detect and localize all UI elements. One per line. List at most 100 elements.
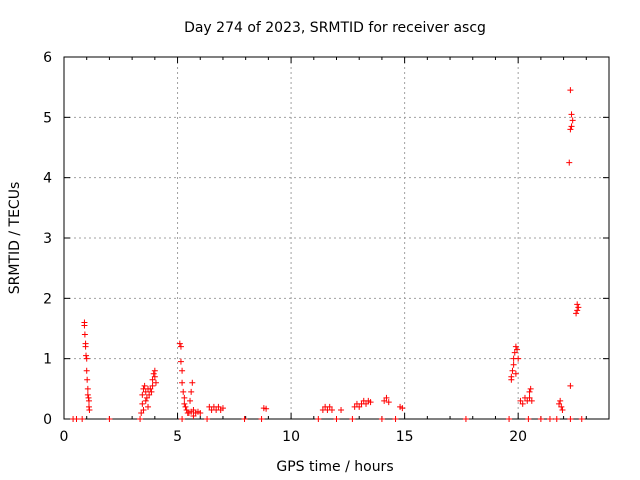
data-point [204,416,211,422]
data-point [179,379,186,386]
data-point [506,416,513,422]
data-point [574,307,581,314]
y-tick-label: 3 [43,231,52,247]
data-point [573,310,580,317]
x-tick-label: 10 [282,429,300,445]
data-point [73,416,80,422]
data-point [86,406,93,413]
data-point [106,416,113,422]
data-point [349,416,356,422]
y-tick-label: 5 [43,110,52,126]
data-point [188,388,195,395]
chart-title: Day 274 of 2023, SRMTID for receiver asc… [184,20,486,36]
data-point [383,394,390,401]
data-point [525,416,532,422]
data-point [509,367,516,374]
data-point [150,370,157,377]
x-tick-label: 0 [60,429,69,445]
data-point [568,111,575,118]
data-point [569,117,576,124]
data-point [512,343,519,350]
x-tick-label: 5 [173,429,182,445]
data-point [179,367,186,374]
data-point [84,385,91,392]
data-point [142,388,149,395]
data-point [197,409,204,416]
axis-ticks: 0 5 10 15 20 0 1 2 3 4 5 6 [43,50,610,445]
data-point [328,406,335,413]
data-point [140,406,147,413]
data-point [143,394,150,401]
y-tick-label: 2 [43,291,52,307]
data-point [241,416,248,422]
data-point [326,403,333,410]
data-point [149,376,156,383]
data-point [378,416,385,422]
data-point [145,403,152,410]
data-point [82,343,89,350]
data-point [149,382,156,389]
data-point [575,304,582,311]
y-axis-label: SRMTID / TECUs [7,182,23,295]
data-point [574,301,581,308]
data-point [514,346,521,353]
data-points [70,87,585,422]
data-point [79,416,86,422]
data-point [189,379,196,386]
data-point [462,416,469,422]
y-tick-label: 1 [43,352,52,368]
x-tick-label: 15 [396,429,414,445]
data-point [527,385,534,392]
data-point [151,373,158,380]
data-point [84,376,91,383]
data-point [526,388,533,395]
data-point [333,416,340,422]
data-point [215,403,222,410]
data-point [151,367,158,374]
data-point [392,416,399,422]
data-point [558,403,565,410]
data-point [147,385,154,392]
data-point [512,370,519,377]
data-point [515,355,522,362]
gridlines [64,57,609,419]
data-point [567,87,574,94]
data-point [508,376,515,383]
data-point [338,406,345,413]
data-point [356,403,363,410]
data-point [148,388,155,395]
data-point [568,123,575,130]
data-point [557,397,564,404]
data-point [146,391,153,398]
data-point [183,406,190,413]
data-point [181,400,188,407]
data-point [519,400,526,407]
data-point [83,355,90,362]
data-point [556,400,563,407]
data-point [566,159,573,166]
data-point [84,391,91,398]
data-point [537,416,544,422]
data-point [367,399,374,406]
data-point [219,405,226,412]
data-point [567,382,574,389]
data-point [81,331,88,338]
data-point [83,367,90,374]
data-point [567,126,574,133]
data-point [182,403,189,410]
data-point [559,406,566,413]
x-axis-label: GPS time / hours [276,459,393,475]
data-point [190,406,197,413]
data-point [381,397,388,404]
data-point [517,397,524,404]
data-point [181,394,188,401]
data-point [177,343,184,350]
data-point [510,361,517,368]
data-point [399,405,406,412]
x-tick-label: 20 [509,429,527,445]
data-point [139,391,146,398]
data-point [258,416,265,422]
data-point [553,416,560,422]
data-point [177,358,184,365]
